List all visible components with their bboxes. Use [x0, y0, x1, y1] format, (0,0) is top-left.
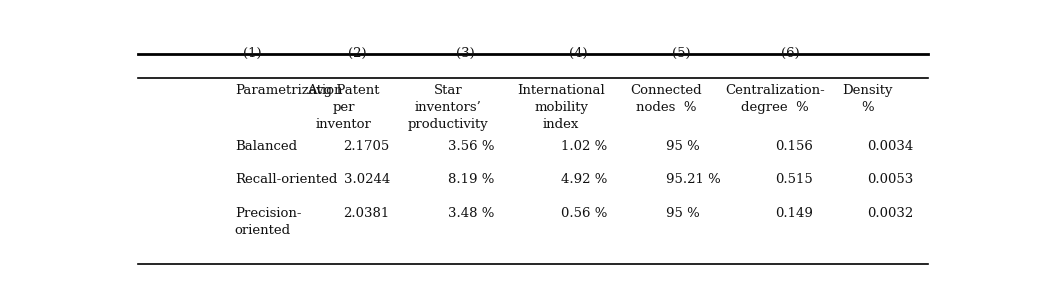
Text: 3.56 %: 3.56 %: [448, 140, 495, 153]
Text: Star
inventors’
productivity: Star inventors’ productivity: [408, 84, 489, 131]
Text: (6): (6): [781, 47, 800, 60]
Text: Parametrization: Parametrization: [235, 84, 342, 97]
Text: 3.48 %: 3.48 %: [448, 207, 495, 220]
Text: 2.1705: 2.1705: [343, 140, 390, 153]
Text: 0.156: 0.156: [775, 140, 812, 153]
Text: (5): (5): [672, 47, 691, 60]
Text: (2): (2): [347, 47, 366, 60]
Text: (1): (1): [243, 47, 261, 60]
Text: 95 %: 95 %: [666, 207, 700, 220]
Text: 95 %: 95 %: [666, 140, 700, 153]
Text: 2.0381: 2.0381: [343, 207, 390, 220]
Text: 3.0244: 3.0244: [343, 173, 390, 186]
Text: 0.56 %: 0.56 %: [562, 207, 607, 220]
Text: Balanced: Balanced: [235, 140, 296, 153]
Text: 0.515: 0.515: [775, 173, 812, 186]
Text: Precision-
oriented: Precision- oriented: [235, 207, 302, 237]
Text: 1.02 %: 1.02 %: [562, 140, 607, 153]
Text: International
mobility
index: International mobility index: [517, 84, 605, 131]
Text: 0.0053: 0.0053: [867, 173, 914, 186]
Text: Avg Patent
per
inventor: Avg Patent per inventor: [308, 84, 380, 131]
Text: Recall-oriented: Recall-oriented: [235, 173, 337, 186]
Text: (4): (4): [569, 47, 588, 60]
Text: 4.92 %: 4.92 %: [562, 173, 607, 186]
Text: 0.0034: 0.0034: [867, 140, 914, 153]
Text: 95.21 %: 95.21 %: [666, 173, 721, 186]
Text: 0.149: 0.149: [775, 207, 812, 220]
Text: Connected
nodes  %: Connected nodes %: [630, 84, 702, 114]
Text: Centralization-
degree  %: Centralization- degree %: [725, 84, 825, 114]
Text: 8.19 %: 8.19 %: [448, 173, 495, 186]
Text: (3): (3): [457, 47, 475, 60]
Text: 0.0032: 0.0032: [867, 207, 914, 220]
Text: Density
%: Density %: [842, 84, 892, 114]
